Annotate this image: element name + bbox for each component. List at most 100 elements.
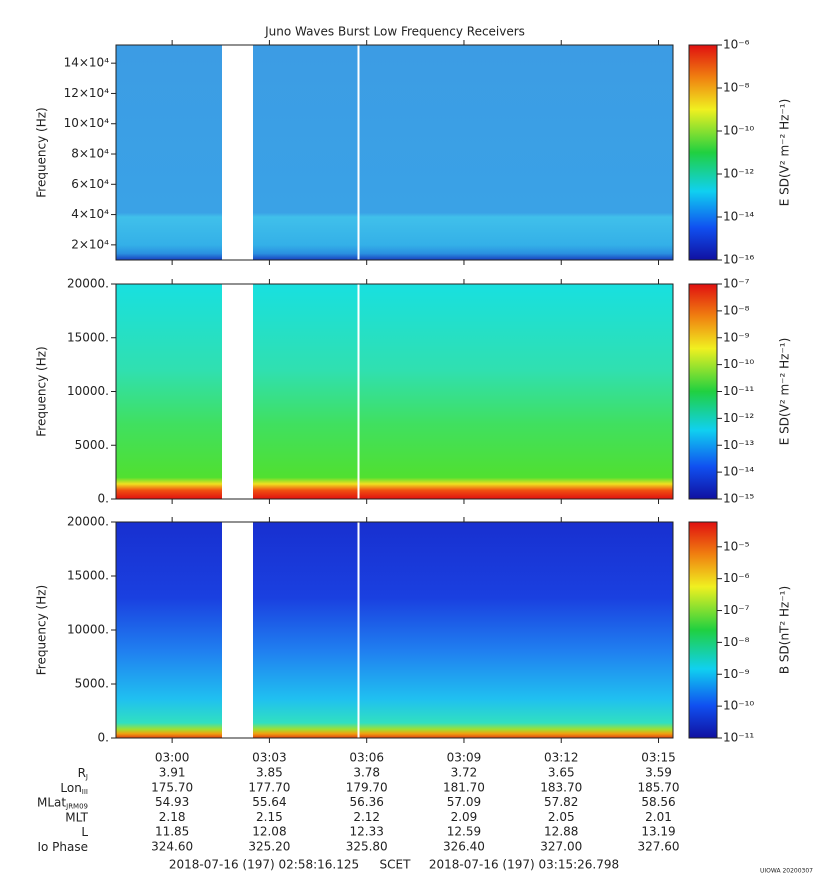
- colorbar-tick-label: 10⁻¹⁴: [723, 465, 754, 479]
- colorbar-tick-label: 10⁻¹²: [723, 411, 754, 425]
- ephemeris-value: 3.65: [548, 766, 575, 780]
- ephemeris-label: MLT: [65, 810, 88, 824]
- colorbar-tick-label: 10⁻¹⁰: [723, 124, 754, 138]
- y-tick-label: 4×10⁴: [71, 207, 109, 221]
- ephemeris-value: 55.64: [252, 795, 286, 809]
- y-tick-label: 10×10⁴: [64, 116, 110, 130]
- colorbar-tick-label: 10⁻¹²: [723, 167, 754, 181]
- ephemeris-label: MLatJRM09: [37, 795, 88, 811]
- x-tick-label: 03:00: [155, 751, 190, 765]
- ephemeris-value: 326.40: [443, 840, 485, 854]
- chart-title: Juno Waves Burst Low Frequency Receivers: [264, 25, 525, 39]
- footer-start: 2018-07-16 (197) 02:58:16.125: [169, 858, 359, 872]
- y-tick-label: 15000.: [67, 330, 109, 344]
- x-tick-label: 03:12: [544, 751, 579, 765]
- ephemeris-value: 2.15: [256, 810, 283, 824]
- colorbar-tick-label: 10⁻⁷: [723, 277, 750, 291]
- footer-end: 2018-07-16 (197) 03:15:26.798: [429, 858, 619, 872]
- ephemeris-value: 324.60: [151, 840, 193, 854]
- ephemeris-value: 13.19: [641, 825, 675, 839]
- credit: UIOWA 20200307: [760, 868, 813, 875]
- ephemeris-value: 2.09: [451, 810, 478, 824]
- y-axis-label: Frequency (Hz): [35, 585, 49, 676]
- colorbar: [688, 44, 718, 261]
- plot-frame: [115, 44, 674, 261]
- ephemeris-label-main: Lon: [60, 780, 81, 794]
- ephemeris-label-sub: III: [82, 788, 88, 796]
- x-tick-label: 03:06: [349, 751, 384, 765]
- ephemeris-label-main: MLat: [37, 795, 66, 809]
- y-tick-label: 10000.: [67, 384, 109, 398]
- colorbar: [688, 283, 718, 500]
- ephemeris-value: 12.33: [350, 825, 384, 839]
- footer-frame: SCET: [380, 858, 412, 872]
- y-tick-label: 2×10⁴: [71, 237, 109, 251]
- y-tick-label: 0.: [98, 731, 109, 745]
- ephemeris-label-main: R: [78, 766, 86, 780]
- data-gap: [357, 284, 360, 499]
- colorbar-tick-label: 10⁻⁶: [723, 571, 750, 585]
- colorbar-label: E SD(V² m⁻² Hz⁻¹): [778, 99, 792, 207]
- ephemeris-value: 3.78: [353, 766, 380, 780]
- spectrogram: [116, 522, 673, 738]
- colorbar-tick-label: 10⁻⁵: [723, 539, 750, 553]
- x-tick-label: 03:15: [641, 751, 676, 765]
- data-gap: [222, 45, 253, 260]
- ephemeris-value: 327.00: [540, 840, 582, 854]
- colorbar: [688, 521, 718, 739]
- colorbar-label: E SD(V² m⁻² Hz⁻¹): [778, 338, 792, 446]
- colorbar-tick-label: 10⁻⁸: [723, 635, 750, 649]
- ephemeris-value: 12.88: [544, 825, 578, 839]
- y-tick-label: 6×10⁴: [71, 177, 109, 191]
- ephemeris-value: 3.91: [159, 766, 186, 780]
- y-tick-label: 10000.: [67, 623, 109, 637]
- colorbar-tick-label: 10⁻⁸: [723, 303, 750, 317]
- x-tick-label: 03:09: [447, 751, 482, 765]
- colorbar-label: B SD(nT² Hz⁻¹): [778, 586, 792, 674]
- ephemeris-value: 2.05: [548, 810, 575, 824]
- y-tick-label: 5000.: [75, 438, 109, 452]
- y-tick-label: 20000.: [67, 515, 109, 529]
- y-axis-label: Frequency (Hz): [35, 107, 49, 198]
- ephemeris-label: RJ: [78, 766, 88, 782]
- y-tick-label: 8×10⁴: [71, 147, 109, 161]
- ephemeris-value: 11.85: [155, 825, 189, 839]
- x-tick-label: 03:03: [252, 751, 287, 765]
- ephemeris-label: LonIII: [60, 780, 88, 796]
- y-tick-label: 15000.: [67, 569, 109, 583]
- colorbar-tick-label: 10⁻¹³: [723, 438, 754, 452]
- y-axis-label: Frequency (Hz): [35, 346, 49, 437]
- ephemeris-value: 56.36: [350, 795, 384, 809]
- ephemeris-value: 179.70: [346, 780, 388, 794]
- ephemeris-value: 58.56: [641, 795, 675, 809]
- colorbar-tick-label: 10⁻⁶: [723, 38, 750, 52]
- ephemeris-value: 2.18: [159, 810, 186, 824]
- y-tick-label: 12×10⁴: [64, 86, 110, 100]
- data-gap: [222, 522, 253, 738]
- ephemeris-value: 327.60: [638, 840, 680, 854]
- data-gap: [357, 522, 360, 738]
- colorbar-tick-label: 10⁻¹⁶: [723, 253, 754, 267]
- y-tick-label: 0.: [98, 492, 109, 506]
- spectrogram: [116, 284, 673, 499]
- ephemeris-label: L: [81, 825, 88, 839]
- ephemeris-value: 183.70: [540, 780, 582, 794]
- colorbar-tick-label: 10⁻⁹: [723, 667, 750, 681]
- ephemeris-value: 57.82: [544, 795, 578, 809]
- ephemeris-label-main: MLT: [65, 810, 88, 824]
- spectrogram: [116, 45, 673, 260]
- ephemeris-label-sub: J: [85, 773, 88, 781]
- colorbar-tick-label: 10⁻¹¹: [723, 731, 754, 745]
- y-tick-label: 5000.: [75, 677, 109, 691]
- colorbar-tick-label: 10⁻⁷: [723, 603, 750, 617]
- colorbar-tick-label: 10⁻⁸: [723, 81, 750, 95]
- ephemeris-value: 185.70: [638, 780, 680, 794]
- colorbar-tick-label: 10⁻¹⁵: [723, 492, 754, 506]
- colorbar-tick-label: 10⁻¹⁰: [723, 699, 754, 713]
- ephemeris-value: 3.59: [645, 766, 672, 780]
- ephemeris-value: 12.59: [447, 825, 481, 839]
- ephemeris-value: 3.85: [256, 766, 283, 780]
- data-gap: [357, 45, 360, 260]
- ephemeris-value: 57.09: [447, 795, 481, 809]
